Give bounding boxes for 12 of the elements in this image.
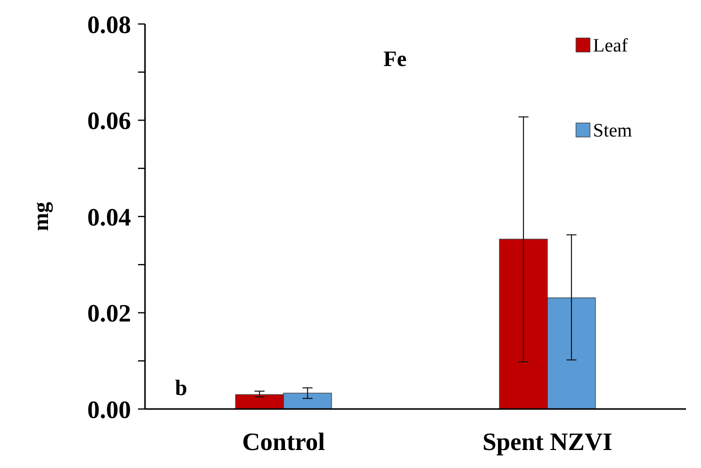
legend-label: Leaf	[593, 36, 628, 57]
y-tick-label: 0.04	[87, 204, 132, 232]
y-axis-title: mg	[28, 202, 53, 232]
x-tick-label: Control	[242, 429, 326, 456]
y-tick-label: 0.08	[87, 12, 131, 39]
text: Fe	[383, 46, 407, 71]
y-tick-label: 0.02	[87, 300, 131, 328]
legend-label: Stem	[593, 120, 632, 142]
y-tick-label: 0.06	[87, 108, 131, 135]
y-tick-label: 0.00	[87, 396, 131, 424]
x-tick-label: Spent NZVI	[482, 429, 612, 456]
annotation: b	[175, 375, 188, 400]
